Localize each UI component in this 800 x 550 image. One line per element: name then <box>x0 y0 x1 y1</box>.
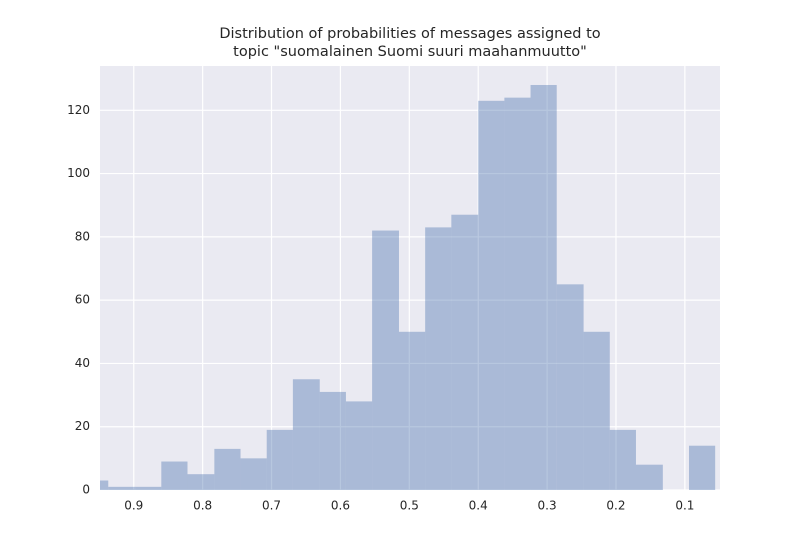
bar <box>478 100 505 490</box>
bar <box>583 331 610 490</box>
bar <box>425 227 452 490</box>
x-tick-label: 0.2 <box>606 499 625 513</box>
x-tick-label: 0.8 <box>193 499 212 513</box>
bar <box>292 379 320 490</box>
grid <box>100 66 720 491</box>
chart-title: Distribution of probabilities of message… <box>219 26 600 42</box>
x-tick-label: 0.5 <box>400 499 419 513</box>
y-tick-label: 0 <box>82 483 90 497</box>
y-tick-label: 80 <box>75 229 90 243</box>
bar <box>556 284 584 490</box>
y-tick-label: 120 <box>67 103 90 117</box>
bar <box>100 480 109 490</box>
x-tick-label: 0.9 <box>124 499 143 513</box>
bar <box>609 429 636 490</box>
bar <box>187 474 215 490</box>
x-tick-label: 0.6 <box>331 499 350 513</box>
bar <box>240 458 267 490</box>
bar <box>266 429 293 490</box>
y-tick-label: 20 <box>75 419 90 433</box>
bar <box>214 448 241 490</box>
bar <box>504 97 531 490</box>
bar <box>161 461 188 490</box>
chart-title: topic "suomalainen Suomi suuri maahanmuu… <box>233 44 587 60</box>
bar <box>689 445 716 490</box>
bar <box>530 84 557 490</box>
x-tick-label: 0.3 <box>538 499 557 513</box>
x-tick-label: 0.4 <box>469 499 488 513</box>
bar <box>135 486 162 490</box>
x-tick-label: 0.1 <box>675 499 694 513</box>
bar <box>319 391 346 490</box>
bar <box>451 214 479 490</box>
plot-background <box>100 66 720 490</box>
bars <box>100 84 716 490</box>
y-tick-label: 40 <box>75 356 90 370</box>
bar <box>398 331 426 490</box>
bar <box>345 401 373 490</box>
y-tick-label: 100 <box>67 166 90 180</box>
y-tick-label: 60 <box>75 293 90 307</box>
bar <box>108 486 136 490</box>
tick-labels: 0 20 40 60 80 100 120 0.9 0.8 0.7 0.6 0.5 0.4 0.3 0.2 0… <box>67 103 694 513</box>
bar <box>372 230 399 490</box>
bar <box>635 464 663 490</box>
x-tick-label: 0.7 <box>262 499 281 513</box>
